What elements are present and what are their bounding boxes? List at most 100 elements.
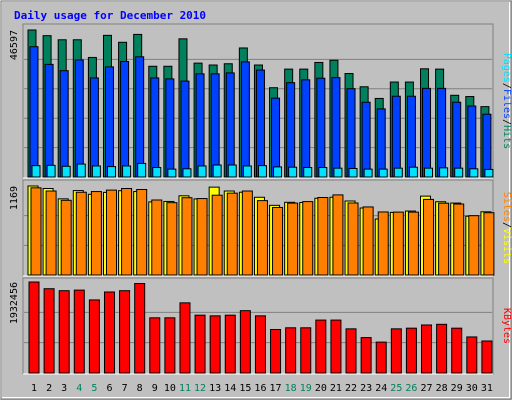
bar-kbytes-18 <box>285 327 297 374</box>
x-tick-label: 23 <box>360 383 372 394</box>
bar-files-5 <box>89 77 99 178</box>
bar-pages-12 <box>197 165 207 178</box>
bar-files-17 <box>271 97 281 178</box>
bar-files-3 <box>59 70 69 178</box>
bar-kbytes-27 <box>421 324 433 374</box>
legend-files: Files <box>501 89 512 119</box>
bar-kbytes-2 <box>43 288 55 374</box>
bar-files-23 <box>361 101 371 178</box>
bar-pages-22 <box>348 167 358 178</box>
bar-sites-21 <box>332 194 344 276</box>
bar-files-27 <box>422 87 432 178</box>
bar-files-10 <box>165 78 175 178</box>
x-tick-label: 14 <box>224 383 236 394</box>
x-tick-label: 2 <box>46 383 52 394</box>
bar-sites-9 <box>151 199 163 276</box>
bar-pages-20 <box>318 167 328 178</box>
bar-kbytes-21 <box>330 319 342 374</box>
x-tick-label: 7 <box>122 383 128 394</box>
bar-sites-10 <box>166 202 178 276</box>
bar-files-26 <box>406 95 416 178</box>
bar-pages-18 <box>288 166 298 178</box>
bar-kbytes-26 <box>405 327 417 374</box>
bar-sites-26 <box>407 211 419 276</box>
x-tick-label: 21 <box>330 383 342 394</box>
panel-legend: Sites/Visits <box>501 192 512 264</box>
bar-files-21 <box>331 77 341 178</box>
bar-sites-16 <box>256 200 268 276</box>
series-kbytes <box>28 281 493 374</box>
bar-pages-30 <box>469 168 479 178</box>
bar-files-13 <box>210 73 220 178</box>
bar-sites-13 <box>211 194 223 276</box>
x-tick-label: 1 <box>31 383 37 394</box>
x-tick-label: 25 <box>390 383 402 394</box>
x-tick-label: 18 <box>285 383 297 394</box>
legend-separator: / <box>501 83 512 89</box>
bar-kbytes-29 <box>451 327 463 374</box>
bar-pages-3 <box>61 165 71 178</box>
bar-files-2 <box>44 63 54 178</box>
bar-sites-8 <box>136 189 148 276</box>
x-tick-label: 20 <box>315 383 327 394</box>
x-tick-label: 22 <box>345 383 357 394</box>
bar-kbytes-10 <box>164 317 176 374</box>
x-tick-label: 24 <box>375 383 387 394</box>
bar-files-25 <box>391 95 401 178</box>
bar-files-29 <box>452 101 462 178</box>
bar-pages-14 <box>227 164 237 178</box>
bar-kbytes-22 <box>345 328 357 374</box>
legend-hits: Hits <box>501 125 512 149</box>
bar-pages-16 <box>257 165 267 178</box>
bar-kbytes-13 <box>209 315 221 374</box>
series-pages <box>31 162 494 178</box>
bar-sites-6 <box>105 189 117 276</box>
bar-kbytes-16 <box>254 315 266 374</box>
bar-files-12 <box>195 73 205 178</box>
bar-files-16 <box>255 69 265 178</box>
y-tick-label: 1169 <box>9 186 20 210</box>
bar-pages-7 <box>122 165 132 178</box>
bar-sites-14 <box>226 192 238 276</box>
bar-kbytes-17 <box>270 328 282 374</box>
x-tick-label: 5 <box>91 383 97 394</box>
x-tick-label: 19 <box>300 383 312 394</box>
bar-kbytes-31 <box>481 340 493 374</box>
bar-files-4 <box>74 59 84 178</box>
bar-files-6 <box>104 66 114 178</box>
y-tick-label: 1932456 <box>9 282 20 324</box>
panel-legend: KBytes <box>501 308 512 344</box>
bar-pages-17 <box>273 166 283 178</box>
bar-pages-29 <box>454 167 464 178</box>
x-tick-label: 26 <box>405 383 417 394</box>
legend-separator: / <box>501 119 512 125</box>
legend-visits: Visits <box>501 228 512 264</box>
bar-sites-5 <box>90 191 102 276</box>
bar-kbytes-19 <box>300 327 312 374</box>
x-tick-label: 6 <box>106 383 112 394</box>
bar-files-14 <box>225 72 235 178</box>
bar-pages-6 <box>106 166 116 178</box>
x-tick-label: 4 <box>76 383 82 394</box>
y-tick-label: 46597 <box>9 30 20 60</box>
x-tick-label: 11 <box>179 383 191 394</box>
bar-files-19 <box>301 79 311 178</box>
bar-files-20 <box>316 77 326 178</box>
bar-kbytes-14 <box>224 314 236 374</box>
x-tick-label: 30 <box>466 383 478 394</box>
bar-pages-15 <box>242 165 252 178</box>
bar-pages-13 <box>212 164 222 178</box>
bar-files-15 <box>240 61 250 178</box>
x-tick-label: 17 <box>270 383 282 394</box>
bar-sites-15 <box>241 190 253 276</box>
legend-sites: Sites <box>501 192 512 222</box>
bar-pages-25 <box>393 167 403 178</box>
bar-sites-31 <box>483 212 495 276</box>
panel-3: 1932456 KBytes <box>9 277 512 375</box>
bar-kbytes-25 <box>390 328 402 374</box>
bar-kbytes-8 <box>134 283 146 374</box>
bar-files-18 <box>286 82 296 178</box>
bar-sites-12 <box>196 198 208 276</box>
